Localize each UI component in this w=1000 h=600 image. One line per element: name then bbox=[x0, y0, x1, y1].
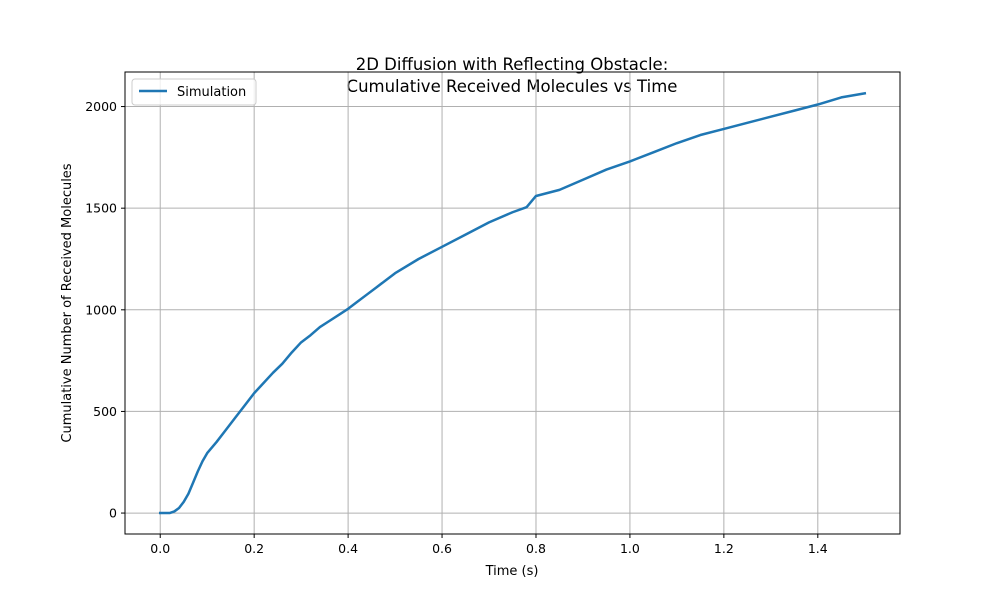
y-tick-label: 1000 bbox=[85, 302, 117, 317]
x-tick-label: 0.2 bbox=[244, 541, 264, 556]
y-tick-label: 2000 bbox=[85, 99, 117, 114]
legend: Simulation bbox=[131, 78, 257, 106]
grid bbox=[125, 72, 900, 534]
x-tick-label: 1.2 bbox=[714, 541, 734, 556]
x-tick-label: 0.6 bbox=[432, 541, 452, 556]
series-line-simulation bbox=[158, 91, 867, 515]
x-tick-label: 0.8 bbox=[526, 541, 546, 556]
x-tick-label: 1.4 bbox=[808, 541, 828, 556]
y-axis: 0 500 1000 1500 2000 bbox=[85, 99, 125, 521]
plot-frame bbox=[124, 71, 901, 535]
y-tick-label: 0 bbox=[109, 506, 117, 521]
y-tick-label: 1500 bbox=[85, 201, 117, 216]
x-axis: 0.0 0.2 0.4 0.6 0.8 1.0 1.2 1.4 bbox=[150, 534, 828, 556]
series-layer bbox=[158, 91, 867, 515]
x-axis-label: Time (s) bbox=[485, 564, 539, 579]
x-tick-label: 1.0 bbox=[620, 541, 640, 556]
x-tick-label: 0.0 bbox=[150, 541, 170, 556]
x-tick-label: 0.4 bbox=[338, 541, 358, 556]
chart-title-line-1: 2D Diffusion with Reflecting Obstacle: bbox=[356, 55, 669, 74]
legend-box bbox=[131, 78, 257, 106]
chart-title-line-2: Cumulative Received Molecules vs Time bbox=[347, 77, 678, 96]
legend-label-simulation: Simulation bbox=[177, 85, 246, 100]
y-axis-label: Cumulative Number of Received Molecules bbox=[60, 163, 75, 442]
y-tick-label: 500 bbox=[93, 404, 117, 419]
